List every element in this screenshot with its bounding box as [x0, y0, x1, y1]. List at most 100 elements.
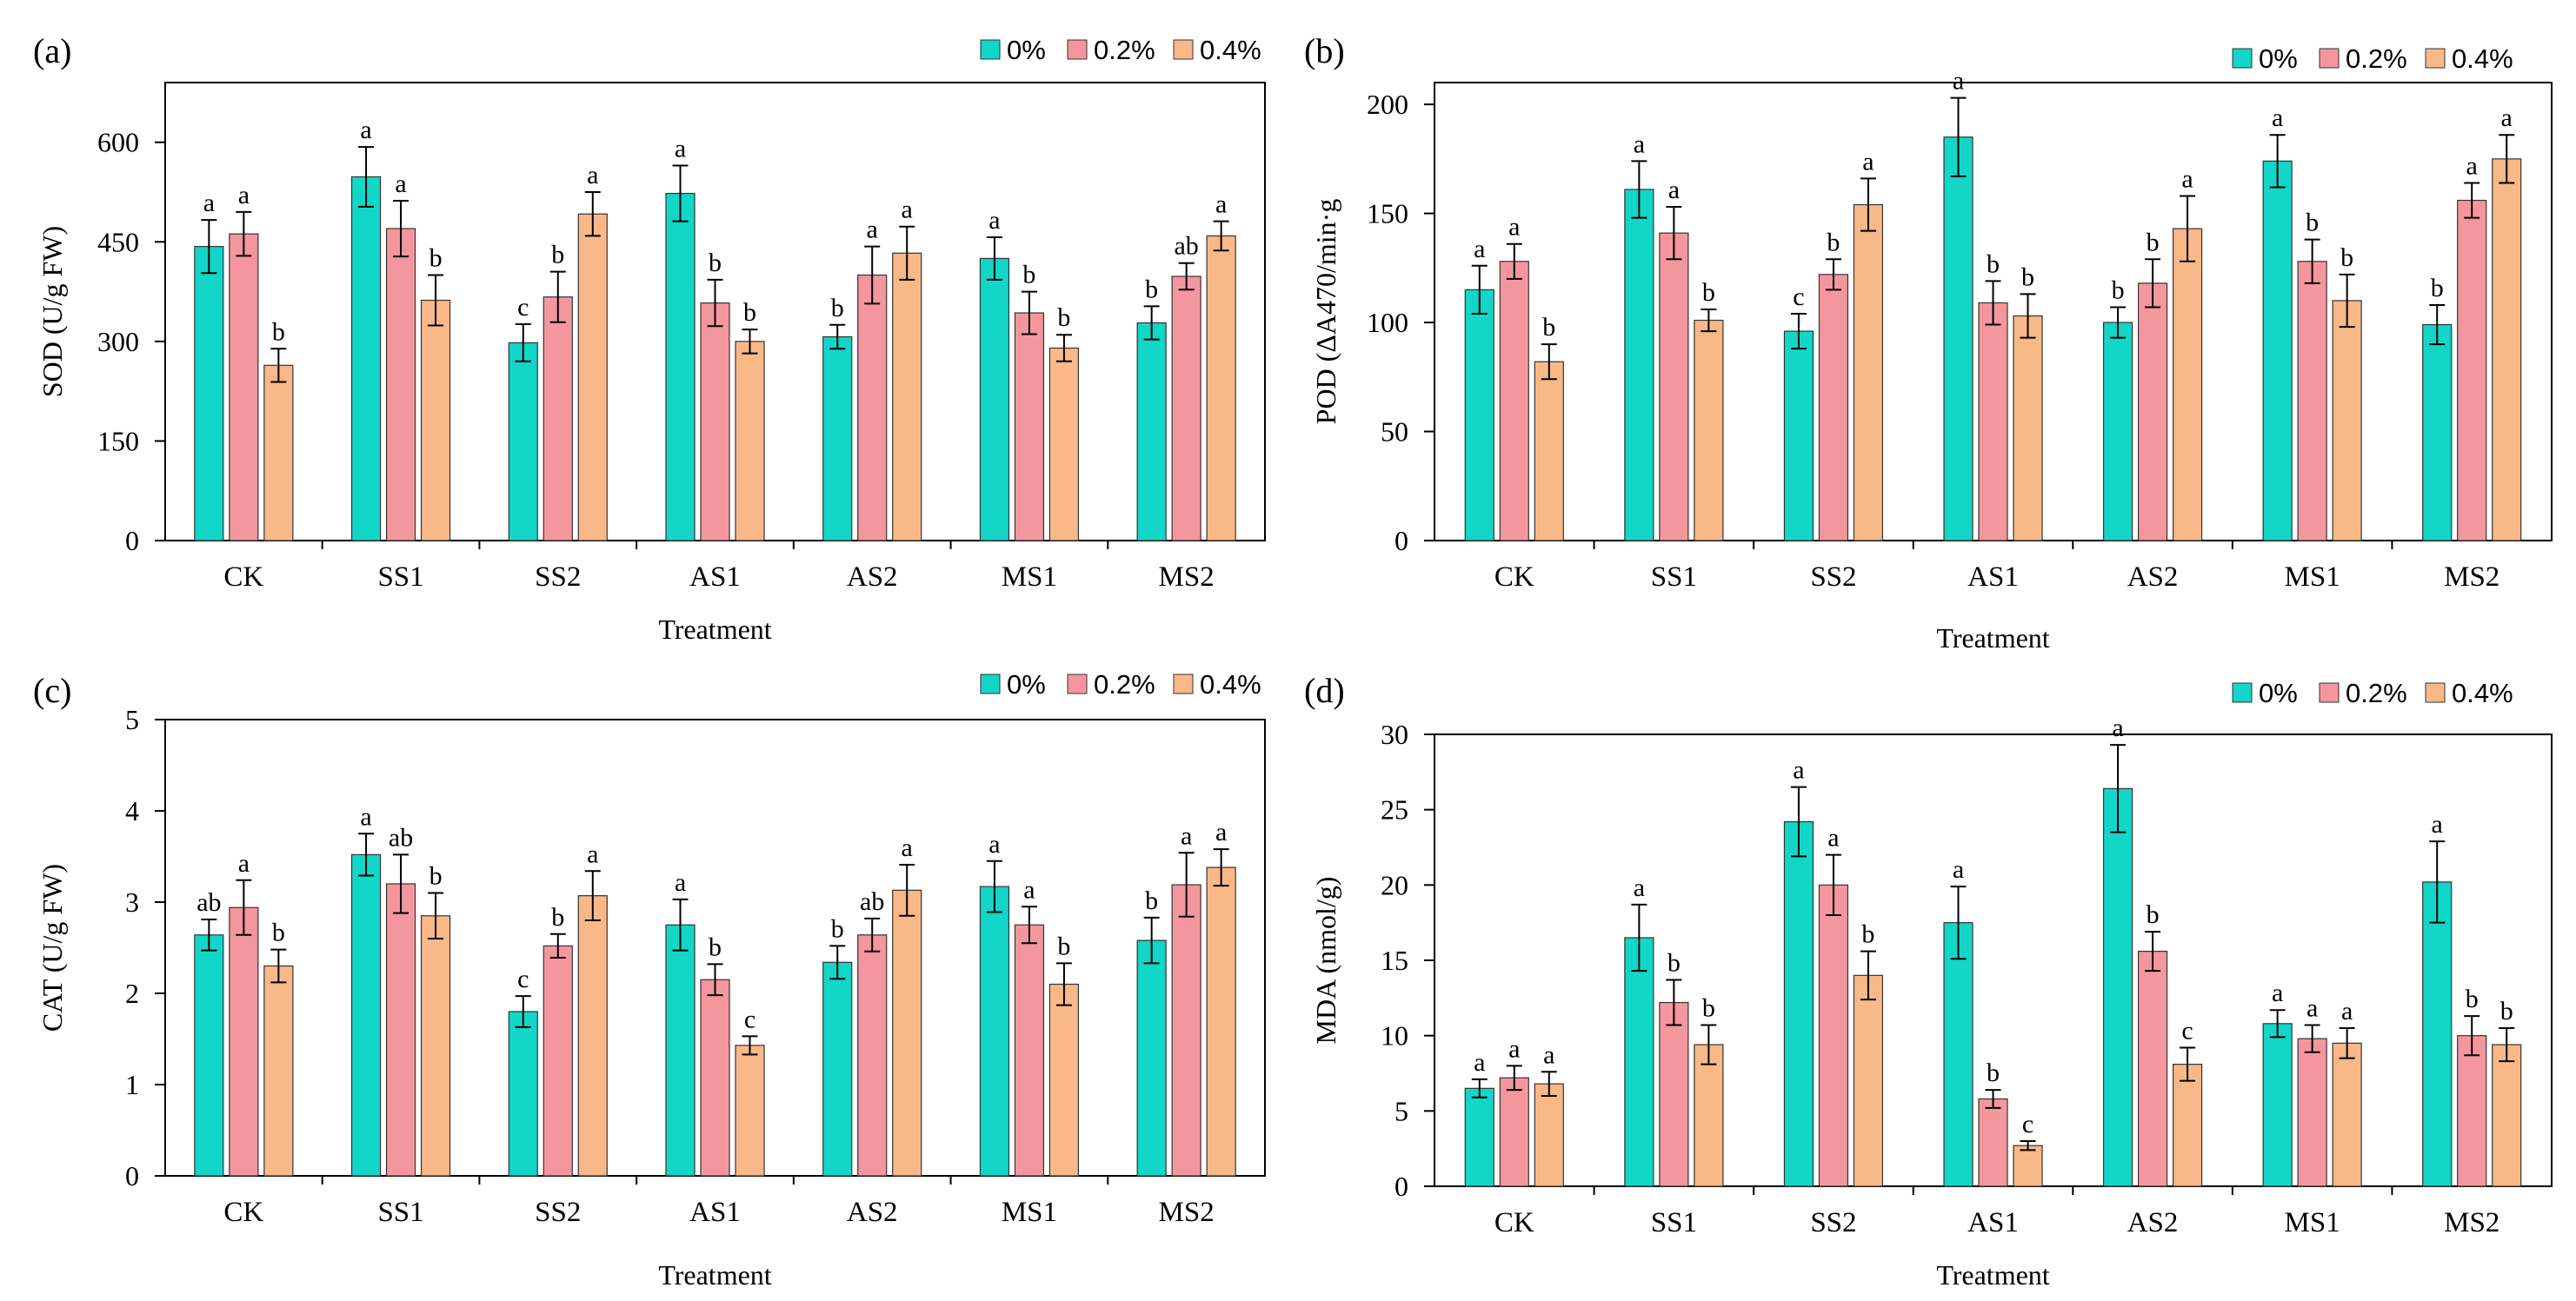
x-tick-label: AS1	[689, 1197, 741, 1228]
bar	[665, 192, 696, 541]
significance-label: a	[360, 116, 371, 144]
x-tick-label: MS2	[1159, 561, 1215, 593]
significance-label: b	[1667, 949, 1681, 978]
significance-label: a	[1474, 1048, 1485, 1077]
bar	[1534, 1083, 1564, 1187]
y-tick-label: 5	[1395, 1095, 1408, 1126]
y-tick-label: 5	[125, 704, 139, 735]
bar	[2013, 315, 2043, 541]
bar	[979, 257, 1010, 541]
y-axis-title: MDA (nmol/g)	[1310, 877, 1341, 1045]
bar	[1206, 866, 1236, 1177]
bar	[385, 228, 416, 541]
significance-label: b	[1145, 886, 1158, 915]
y-tick-label: 30	[1381, 719, 1408, 750]
y-tick-label: 150	[1367, 198, 1408, 229]
x-tick-label: AS1	[689, 561, 741, 593]
bar	[1464, 1087, 1494, 1187]
bar	[2172, 1063, 2203, 1187]
x-tick-label: AS2	[847, 561, 898, 593]
bar	[1534, 361, 1564, 541]
x-tick-label: MS1	[2285, 1207, 2340, 1238]
legend-label: 0%	[2259, 678, 2298, 708]
significance-label: b	[2431, 274, 2444, 302]
bar	[420, 915, 451, 1177]
bar	[2102, 787, 2133, 1187]
significance-label: a	[2432, 810, 2443, 839]
bar	[508, 1011, 538, 1177]
significance-label: b	[1702, 994, 1715, 1023]
bar	[1206, 235, 1236, 541]
significance-label: b	[2340, 243, 2353, 272]
bar	[1978, 1098, 2008, 1187]
legend-label: 0.2%	[1094, 35, 1155, 65]
x-tick-label: SS1	[1651, 1207, 1697, 1238]
legend-swatch	[1067, 39, 1088, 60]
bar	[385, 883, 416, 1177]
bar	[194, 246, 224, 541]
bar	[1014, 312, 1045, 541]
significance-label: a	[395, 169, 406, 198]
legend-swatch	[2425, 682, 2446, 703]
bar	[700, 302, 730, 541]
significance-label: a	[2501, 103, 2513, 132]
bar	[1853, 203, 1884, 541]
significance-label: b	[272, 317, 285, 346]
panel-label: (d)	[1304, 671, 1345, 710]
bar	[1943, 922, 1974, 1187]
bar	[1783, 820, 1814, 1187]
significance-label: b	[551, 241, 564, 269]
significance-label: b	[2021, 262, 2034, 291]
significance-label: a	[988, 206, 1000, 235]
bar	[1624, 937, 1654, 1187]
panel-label: (a)	[33, 31, 71, 70]
y-tick-label: 100	[1367, 307, 1408, 338]
bar	[542, 945, 573, 1177]
bar	[735, 341, 765, 541]
bar	[229, 906, 259, 1177]
bar	[350, 853, 382, 1177]
bar	[350, 176, 382, 541]
bar	[420, 299, 451, 541]
bar	[1818, 884, 1849, 1187]
bar	[1464, 289, 1494, 541]
bar	[2137, 282, 2168, 541]
significance-label: b	[2147, 228, 2160, 256]
significance-label: a	[238, 849, 250, 878]
legend-swatch	[1173, 674, 1194, 694]
bar	[2297, 261, 2327, 541]
significance-label: a	[1668, 176, 1680, 204]
significance-label: b	[2306, 209, 2319, 237]
significance-label: ab	[389, 823, 413, 852]
panel-b: (b) 0 50 100 150 200 POD (ΔA470/min·g Treatment…	[1304, 31, 2553, 654]
legend-label: 0.4%	[1200, 35, 1261, 65]
significance-label: a	[988, 830, 1000, 859]
significance-label: a	[1181, 821, 1192, 850]
significance-label: a	[2181, 164, 2193, 193]
y-tick-label: 4	[125, 795, 139, 826]
significance-label: a	[1023, 875, 1035, 904]
significance-label: b	[1022, 261, 1035, 289]
significance-label: c	[2022, 1110, 2034, 1138]
significance-label: c	[744, 1005, 755, 1033]
significance-label: a	[1543, 1040, 1554, 1069]
y-tick-label: 10	[1381, 1020, 1408, 1052]
significance-label: a	[1862, 147, 1874, 176]
significance-label: b	[1861, 920, 1874, 949]
significance-label: b	[2147, 900, 2160, 929]
significance-label: a	[587, 161, 598, 189]
bar	[508, 342, 538, 541]
bar	[2492, 158, 2522, 541]
bar	[1783, 330, 1814, 541]
significance-label: b	[1987, 249, 2000, 278]
y-tick-label: 15	[1381, 945, 1408, 976]
bar	[1943, 136, 1974, 541]
significance-label: a	[2272, 979, 2283, 1007]
bar	[263, 965, 294, 1177]
significance-label: b	[429, 862, 443, 891]
x-tick-label: MS2	[2444, 1207, 2499, 1238]
y-tick-label: 50	[1381, 416, 1408, 448]
significance-label: b	[272, 919, 285, 947]
